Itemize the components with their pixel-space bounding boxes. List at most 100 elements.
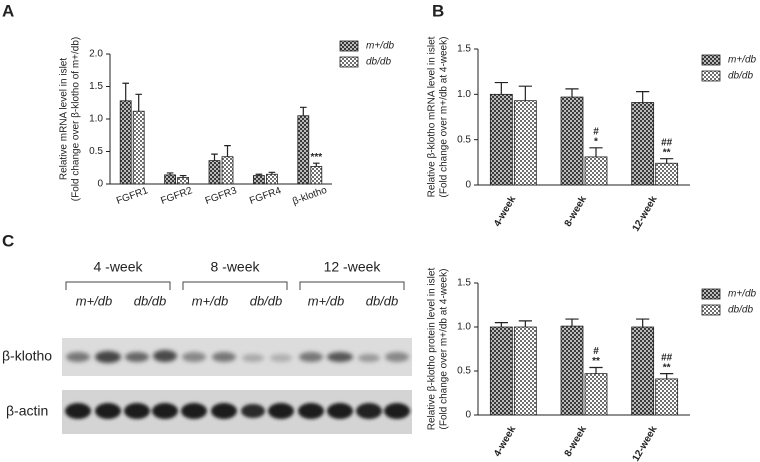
- significance-label: ##: [661, 137, 673, 148]
- y-axis-label: (Fold change over β-klotho of m+/db): [71, 37, 82, 201]
- error-bar: [494, 322, 508, 327]
- y-tick-label: 0: [97, 179, 103, 190]
- error-bar: [660, 158, 674, 164]
- western-blot: 4 -week 8 -week 12 -week m+/db db/db m+/…: [2, 259, 412, 434]
- x-tick-label: 4-week: [492, 194, 518, 229]
- y-tick-label: 1.0: [457, 322, 471, 333]
- y-axis-label: (Fold change over m+/db at 4-week): [439, 269, 450, 430]
- error-bar: [179, 174, 187, 178]
- bar: [265, 173, 278, 185]
- y-tick-label: 2.0: [89, 49, 103, 60]
- error-bar: [122, 82, 129, 101]
- significance-label: **: [663, 147, 671, 158]
- legend-label: db/db: [728, 305, 753, 316]
- legend-swatch: [701, 288, 721, 300]
- blot-bracket: [65, 281, 405, 290]
- error-bar: [565, 318, 579, 327]
- legend-swatch: [339, 56, 359, 68]
- y-tick-label: 0.5: [89, 146, 103, 157]
- x-tick-label: β-klotho: [291, 185, 329, 208]
- y-tick-label: 1.5: [89, 81, 103, 92]
- bar: [513, 100, 537, 186]
- klotho-bands: [66, 350, 409, 363]
- significance-label: **: [592, 356, 600, 367]
- y-axis-label: Relative β-klotho mRNA level in islet: [427, 36, 438, 197]
- blot-group: 12 -week: [324, 259, 382, 275]
- bar: [310, 166, 323, 185]
- x-tick-label: 8-week: [563, 194, 589, 229]
- error-bar: [660, 373, 674, 379]
- error-bar: [313, 162, 320, 167]
- error-bar: [166, 172, 174, 175]
- error-bar: [636, 318, 650, 327]
- error-bar: [224, 145, 231, 157]
- significance-label: ##: [661, 352, 673, 363]
- blot-lane-label: db/db: [134, 293, 167, 308]
- x-tick-label: FGFR4: [248, 185, 283, 207]
- significance-label: ***: [310, 152, 322, 163]
- error-bar: [589, 366, 603, 374]
- bar: [560, 325, 584, 416]
- error-bar: [494, 81, 508, 95]
- error-bar: [636, 91, 650, 103]
- x-tick-label: 4-week: [492, 424, 518, 459]
- y-tick-label: 0.5: [457, 134, 471, 145]
- error-bar: [300, 106, 307, 116]
- y-tick-label: 1.0: [457, 89, 471, 100]
- y-tick-label: 0.5: [457, 366, 471, 377]
- bar: [297, 115, 310, 185]
- legend-swatch: [339, 40, 359, 52]
- error-bar: [518, 85, 532, 101]
- legend-label: m+/db: [728, 55, 757, 66]
- error-bar: [589, 147, 603, 157]
- x-tick-label: FGFR1: [115, 185, 150, 207]
- bar: [584, 373, 608, 416]
- error-bar: [565, 88, 579, 98]
- legend-label: db/db: [728, 71, 753, 82]
- bar: [489, 93, 513, 186]
- x-tick-label: 12-week: [631, 194, 660, 234]
- y-tick-label: 0: [465, 180, 471, 191]
- bar: [513, 326, 537, 416]
- blot-group: 8 -week: [210, 259, 260, 275]
- panel-letter: C: [2, 231, 14, 250]
- bar: [252, 175, 265, 185]
- legend-label: m+/db: [728, 289, 757, 300]
- bar: [132, 110, 145, 185]
- legend-swatch: [701, 70, 721, 82]
- significance-label: **: [663, 362, 671, 373]
- legend-label: m+/db: [366, 41, 395, 52]
- panel-letter: A: [2, 1, 14, 20]
- error-bar: [211, 153, 218, 161]
- bar: [560, 96, 584, 186]
- blot-lane-label: m+/db: [308, 293, 345, 308]
- y-axis-label: Relative mRNA level in islet: [59, 58, 70, 180]
- y-tick-label: 1.0: [89, 114, 103, 125]
- bar: [631, 326, 655, 416]
- blot-row-label: β-actin: [6, 403, 48, 419]
- panel-letter: B: [432, 1, 444, 20]
- legend-swatch: [701, 54, 721, 66]
- significance-label: #: [593, 126, 599, 137]
- y-tick-label: 1.5: [457, 278, 471, 289]
- actin-bands: [65, 403, 410, 419]
- y-tick-label: 1.5: [457, 44, 471, 55]
- significance-label: *: [594, 136, 598, 147]
- bar: [177, 177, 190, 185]
- bar: [489, 326, 513, 416]
- bar: [208, 160, 221, 185]
- blot-lane-label: db/db: [250, 293, 283, 308]
- x-tick-label: 8-week: [563, 424, 589, 459]
- x-tick-label: FGFR2: [159, 185, 194, 207]
- y-axis-label: (Fold change over m+/db at 4-week): [439, 37, 450, 198]
- blot-row-label: β-klotho: [2, 348, 52, 364]
- blot-lane-label: m+/db: [76, 293, 113, 308]
- bar: [119, 100, 132, 185]
- significance-label: #: [593, 346, 599, 357]
- bar: [631, 102, 655, 186]
- blot-group: 4 -week: [93, 259, 143, 275]
- y-axis-label: Relative β-klotho protein level in islet: [427, 268, 438, 431]
- blot-lane-label: m+/db: [192, 293, 229, 308]
- bar: [655, 162, 679, 186]
